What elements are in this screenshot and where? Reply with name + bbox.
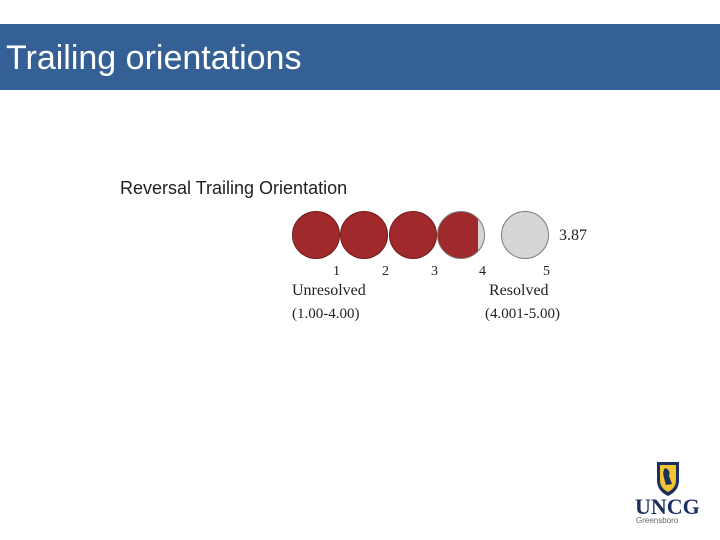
scale-number-4: 4 bbox=[479, 264, 486, 279]
scale-number-2: 2 bbox=[382, 264, 389, 279]
logo-subtitle: Greensboro bbox=[636, 516, 679, 525]
scale-number-3: 3 bbox=[431, 264, 438, 279]
unresolved-range: (1.00-4.00) bbox=[292, 306, 360, 322]
scale-dot-1 bbox=[292, 211, 340, 259]
unresolved-label: Unresolved bbox=[292, 282, 366, 299]
slide-title: Trailing orientations bbox=[6, 39, 302, 77]
scale-dot-3 bbox=[389, 211, 437, 259]
scale-number-5: 5 bbox=[543, 264, 550, 279]
logo-wordmark: UNCG bbox=[635, 494, 700, 519]
scale-dot-4 bbox=[437, 211, 485, 259]
title-bar: Trailing orientations bbox=[0, 24, 720, 90]
uncg-logo-icon bbox=[657, 462, 679, 496]
scale-dot-2 bbox=[340, 211, 388, 259]
scale-dot-5 bbox=[501, 211, 549, 259]
figure-heading: Reversal Trailing Orientation bbox=[120, 178, 348, 198]
scale-number-1: 1 bbox=[333, 264, 340, 279]
resolved-range: (4.001-5.00) bbox=[485, 306, 560, 322]
resolved-label: Resolved bbox=[489, 282, 549, 299]
score-value: 3.87 bbox=[559, 227, 587, 244]
